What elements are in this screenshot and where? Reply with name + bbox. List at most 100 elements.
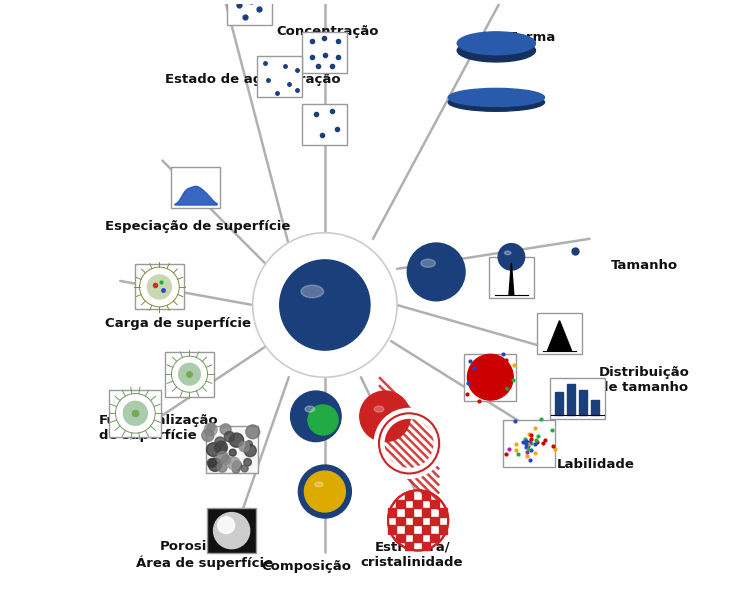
FancyBboxPatch shape [302, 104, 348, 145]
FancyBboxPatch shape [489, 257, 534, 298]
Ellipse shape [504, 251, 511, 255]
Circle shape [123, 401, 148, 425]
Bar [555, 392, 563, 415]
Circle shape [220, 424, 231, 435]
Ellipse shape [421, 259, 436, 267]
Bar [439, 508, 447, 517]
Circle shape [229, 433, 243, 447]
Text: Estado de aglomeração: Estado de aglomeração [166, 73, 341, 86]
Bar [405, 525, 413, 534]
Ellipse shape [305, 406, 315, 412]
Text: Estrutura/
cristalinidade: Estrutura/ cristalinidade [361, 540, 463, 569]
FancyBboxPatch shape [464, 354, 516, 401]
Circle shape [379, 414, 439, 473]
Bar [580, 390, 587, 415]
Circle shape [215, 437, 225, 447]
Bar [388, 508, 396, 517]
Circle shape [218, 444, 227, 453]
Circle shape [484, 371, 496, 383]
Bar [421, 492, 430, 500]
Polygon shape [509, 263, 514, 295]
Bar [430, 517, 439, 525]
Circle shape [291, 391, 341, 442]
FancyBboxPatch shape [302, 32, 348, 73]
Text: Especiação de superfície: Especiação de superfície [105, 220, 291, 233]
Ellipse shape [315, 482, 323, 487]
Circle shape [498, 243, 524, 270]
Circle shape [215, 441, 228, 454]
Circle shape [201, 429, 214, 442]
Circle shape [480, 367, 501, 388]
Circle shape [232, 466, 239, 473]
FancyBboxPatch shape [257, 56, 302, 97]
Circle shape [244, 459, 251, 466]
FancyBboxPatch shape [134, 265, 184, 309]
FancyBboxPatch shape [110, 390, 161, 437]
Bar [405, 508, 413, 517]
FancyBboxPatch shape [504, 420, 555, 467]
Ellipse shape [301, 285, 324, 298]
Text: Composição: Composição [262, 560, 352, 573]
Circle shape [228, 457, 240, 470]
Circle shape [474, 361, 507, 394]
Circle shape [207, 443, 220, 456]
Bar [430, 500, 439, 508]
Text: Concentração: Concentração [277, 25, 379, 38]
Circle shape [244, 445, 257, 457]
Circle shape [280, 260, 370, 350]
Circle shape [308, 405, 338, 435]
Bar [413, 534, 421, 542]
Bar [413, 500, 421, 508]
Circle shape [388, 490, 448, 550]
Circle shape [241, 465, 248, 472]
Circle shape [207, 424, 215, 431]
Text: Funcionalização
de superfície: Funcionalização de superfície [99, 414, 219, 442]
Circle shape [217, 451, 228, 463]
Circle shape [217, 462, 227, 472]
Bar [388, 525, 396, 534]
Circle shape [207, 459, 216, 467]
Circle shape [213, 512, 250, 548]
Circle shape [239, 442, 249, 452]
Circle shape [222, 455, 231, 464]
FancyBboxPatch shape [227, 0, 272, 24]
Bar [396, 534, 405, 542]
Circle shape [304, 471, 345, 512]
Bar [592, 400, 599, 415]
Text: Forma: Forma [509, 30, 556, 44]
Ellipse shape [457, 39, 536, 62]
Circle shape [246, 440, 252, 447]
Text: Tamanho: Tamanho [611, 259, 678, 273]
Bar [430, 534, 439, 542]
FancyBboxPatch shape [171, 167, 220, 208]
Circle shape [225, 431, 235, 442]
FancyBboxPatch shape [537, 314, 582, 354]
Text: Distribuição
de tamanho: Distribuição de tamanho [598, 366, 689, 394]
FancyBboxPatch shape [165, 352, 214, 396]
Circle shape [298, 465, 351, 518]
FancyBboxPatch shape [206, 426, 257, 473]
Ellipse shape [374, 406, 384, 412]
Circle shape [246, 425, 260, 439]
Bar [421, 542, 430, 550]
Bar [405, 542, 413, 550]
Polygon shape [548, 321, 571, 351]
Bar [396, 517, 405, 525]
Ellipse shape [448, 88, 545, 107]
Circle shape [204, 423, 217, 436]
Text: Carga de superfície: Carga de superfície [105, 317, 251, 329]
Circle shape [218, 517, 234, 534]
Circle shape [233, 461, 242, 470]
Circle shape [407, 243, 465, 301]
Circle shape [208, 458, 222, 472]
Ellipse shape [457, 32, 536, 55]
FancyBboxPatch shape [551, 378, 605, 418]
Circle shape [178, 364, 201, 385]
Bar [568, 384, 575, 415]
Text: Porosidade/
Área de superfície: Porosidade/ Área de superfície [136, 540, 273, 570]
Circle shape [360, 391, 410, 442]
Bar [413, 517, 421, 525]
Ellipse shape [448, 93, 545, 111]
Bar [439, 525, 447, 534]
Circle shape [148, 275, 172, 299]
